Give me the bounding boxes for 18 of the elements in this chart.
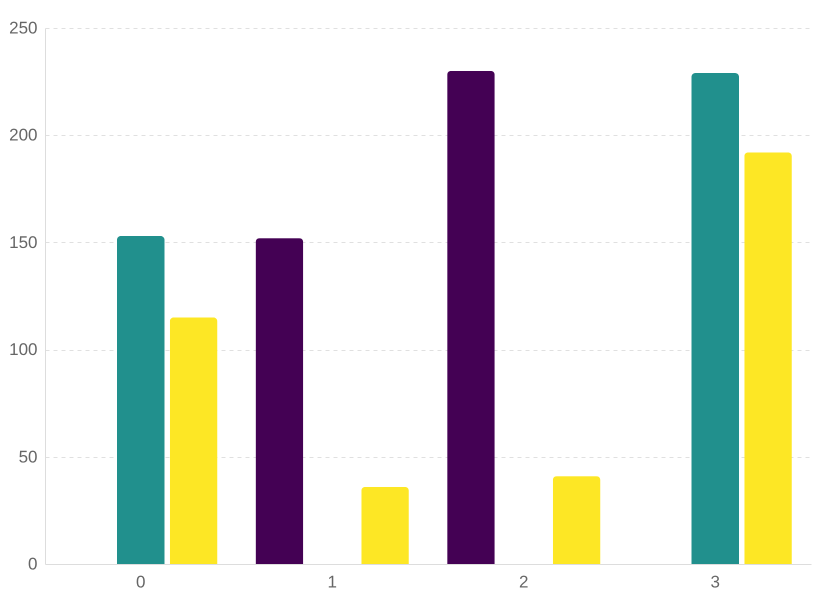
- y-tick-label: 100: [9, 340, 38, 360]
- y-tick-label: 200: [9, 126, 38, 145]
- bar: [361, 486, 409, 564]
- y-tick-label: 250: [9, 18, 38, 38]
- bar: [170, 317, 218, 564]
- x-tick-label: 3: [710, 572, 720, 592]
- bar: [447, 70, 495, 564]
- x-tick-label: 0: [136, 572, 146, 592]
- bar: [744, 152, 792, 564]
- bar: [116, 236, 165, 564]
- bar: [552, 476, 600, 564]
- y-tick-label: 50: [18, 447, 38, 466]
- y-tick-label: 150: [9, 232, 38, 252]
- x-tick-label: 1: [328, 572, 337, 592]
- y-tick-label: 0: [28, 554, 38, 574]
- x-tick-label: 2: [519, 572, 528, 592]
- bar: [256, 238, 304, 564]
- bar: [691, 73, 740, 564]
